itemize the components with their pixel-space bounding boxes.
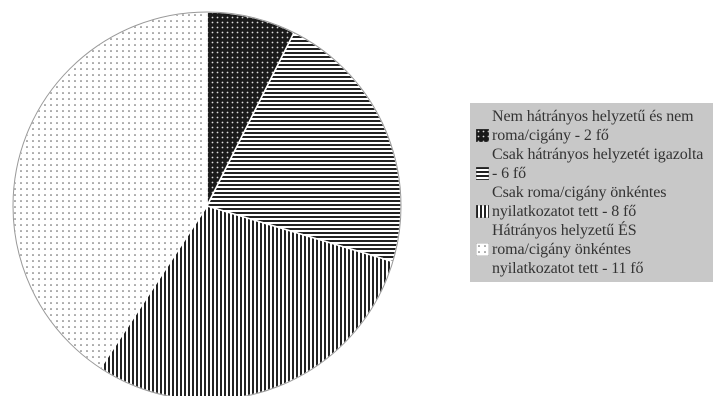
legend-swatch (476, 129, 489, 142)
pie-outline (12, 11, 402, 396)
legend-label: Hátrányos helyzetű ÉS roma/cigány önként… (492, 222, 644, 277)
legend-swatch (476, 243, 489, 256)
legend-label: Csak hátrányos helyzetét igazolta - 6 fő (492, 146, 704, 182)
legend-item: Nem hátrányos helyzetű és nem roma/cigán… (476, 107, 709, 145)
legend-item: Hátrányos helyzetű ÉS roma/cigány önként… (476, 221, 709, 278)
legend-swatch (476, 205, 489, 218)
legend-item: Csak roma/cigány önkéntes nyilatkozatot … (476, 183, 709, 221)
legend-swatch (476, 167, 489, 180)
legend-label: Csak roma/cigány önkéntes nyilatkozatot … (492, 184, 667, 220)
chart-legend: Nem hátrányos helyzetű és nem roma/cigán… (470, 103, 713, 282)
legend-label: Nem hátrányos helyzetű és nem roma/cigán… (492, 108, 694, 144)
legend-item: Csak hátrányos helyzetét igazolta - 6 fő (476, 145, 709, 183)
